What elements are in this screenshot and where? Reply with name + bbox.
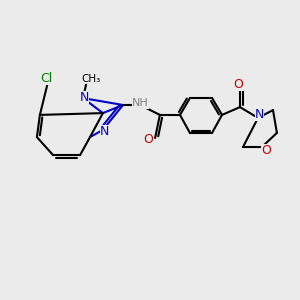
Text: N: N [100,125,109,138]
Text: O: O [144,133,153,146]
Text: O: O [234,78,243,91]
Text: NH: NH [132,98,148,109]
Text: N: N [79,91,89,104]
Text: O: O [261,144,271,157]
Text: CH₃: CH₃ [82,74,101,84]
Text: Cl: Cl [40,72,52,85]
Text: N: N [255,108,264,121]
